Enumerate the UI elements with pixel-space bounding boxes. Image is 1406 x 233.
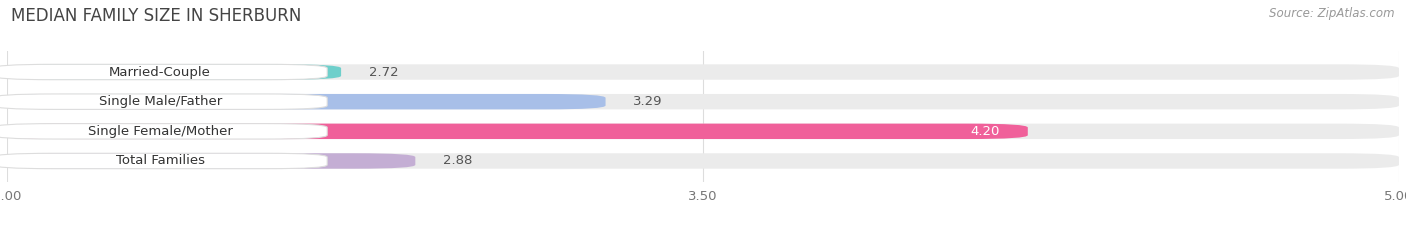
FancyBboxPatch shape	[0, 153, 328, 169]
FancyBboxPatch shape	[7, 94, 606, 109]
FancyBboxPatch shape	[7, 124, 1399, 139]
Text: Source: ZipAtlas.com: Source: ZipAtlas.com	[1270, 7, 1395, 20]
FancyBboxPatch shape	[0, 124, 328, 139]
FancyBboxPatch shape	[7, 153, 1399, 169]
Text: 3.29: 3.29	[633, 95, 662, 108]
FancyBboxPatch shape	[7, 64, 1399, 80]
Text: MEDIAN FAMILY SIZE IN SHERBURN: MEDIAN FAMILY SIZE IN SHERBURN	[11, 7, 302, 25]
Text: 2.72: 2.72	[368, 65, 398, 79]
FancyBboxPatch shape	[0, 94, 328, 109]
Text: Single Female/Mother: Single Female/Mother	[87, 125, 232, 138]
Text: Married-Couple: Married-Couple	[110, 65, 211, 79]
FancyBboxPatch shape	[7, 94, 1399, 109]
FancyBboxPatch shape	[7, 153, 415, 169]
FancyBboxPatch shape	[7, 124, 1028, 139]
Text: Total Families: Total Families	[115, 154, 205, 168]
Text: 2.88: 2.88	[443, 154, 472, 168]
FancyBboxPatch shape	[7, 64, 342, 80]
Text: 4.20: 4.20	[970, 125, 1000, 138]
FancyBboxPatch shape	[0, 64, 328, 80]
Text: Single Male/Father: Single Male/Father	[98, 95, 222, 108]
